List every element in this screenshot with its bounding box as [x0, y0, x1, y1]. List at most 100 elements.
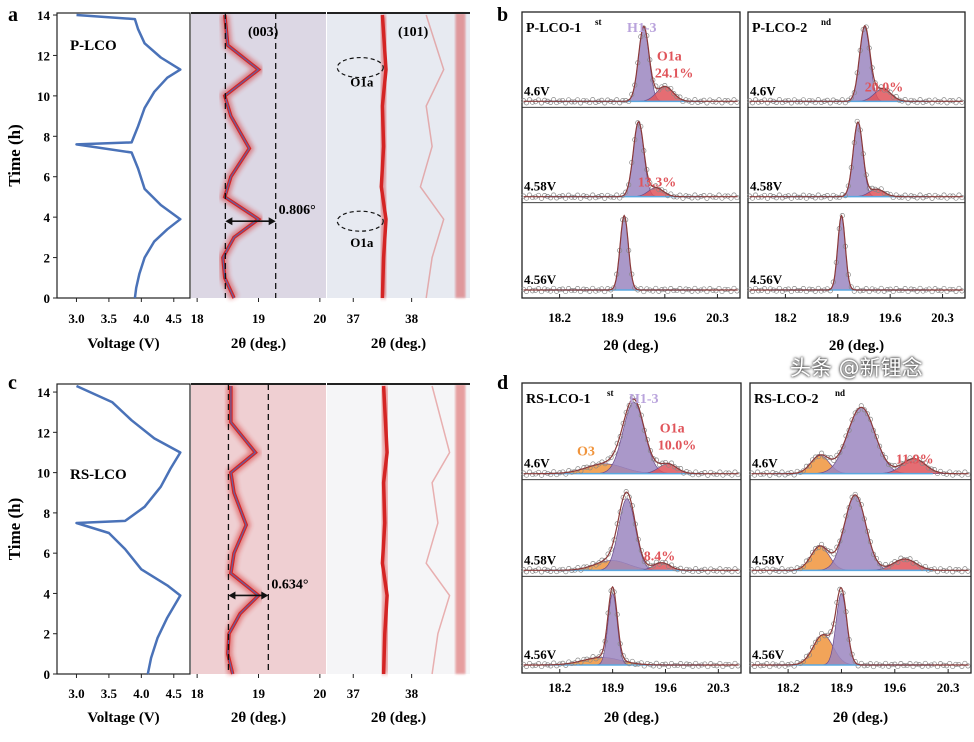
peak-label: (101) [398, 25, 429, 40]
data-point [809, 549, 816, 555]
data-point [818, 288, 824, 294]
data-point [674, 94, 680, 100]
data-point [684, 566, 690, 572]
data-point [907, 556, 913, 562]
sample-label: RS-LCO [70, 467, 127, 483]
y-tick-label: 2 [44, 627, 51, 642]
data-point [902, 192, 908, 198]
data-point [830, 97, 836, 103]
data-point [536, 566, 542, 572]
data-point [920, 288, 926, 294]
data-point [953, 288, 959, 294]
voltage-curve [75, 384, 182, 675]
data-point [656, 87, 662, 93]
data-point [920, 99, 926, 105]
data-point [848, 95, 854, 101]
data-point [542, 286, 548, 292]
data-point [852, 410, 858, 416]
data-point [902, 97, 908, 103]
x-tick-label: 3.0 [68, 686, 84, 701]
data-point [822, 546, 828, 552]
data-point [596, 654, 602, 660]
panel-label: a [8, 4, 18, 26]
data-point [770, 566, 776, 572]
data-point [734, 195, 740, 201]
x-tick-label: 38 [405, 311, 419, 326]
data-point [965, 472, 971, 478]
data-point [848, 284, 854, 290]
x-tick-label: 20.3 [706, 310, 729, 325]
data-point [919, 663, 925, 669]
data-point [535, 192, 542, 198]
y-tick-label: 8 [44, 129, 51, 144]
data-point [702, 566, 708, 572]
data-point [890, 288, 896, 295]
data-point [839, 97, 845, 103]
data-point [708, 661, 714, 667]
x-axis-label: 2θ (deg.) [604, 710, 659, 726]
h13-label: H1-3 [627, 21, 657, 36]
data-point [650, 563, 656, 569]
fit-envelope [749, 214, 963, 291]
data-point [812, 195, 818, 201]
data-point [913, 661, 919, 667]
data-point [959, 99, 965, 105]
data-point [696, 663, 702, 669]
y-tick-label: 6 [44, 546, 51, 561]
data-point [611, 450, 617, 456]
y-tick-label: 4 [44, 210, 51, 225]
x-tick-label: 18.9 [601, 310, 624, 325]
data-point [596, 560, 602, 566]
y-tick-label: 2 [44, 251, 51, 266]
data-point [729, 569, 735, 575]
data-point [708, 469, 714, 475]
data-point [818, 99, 824, 105]
data-point [881, 288, 887, 294]
data-point [716, 97, 722, 103]
x-axis-label: 2θ (deg.) [603, 338, 658, 354]
data-point [824, 193, 830, 199]
data-point [937, 566, 944, 572]
heatmap-xrd_101 [327, 13, 470, 298]
data-point [755, 99, 762, 105]
data-point [755, 566, 761, 572]
heatmap-xrd_003 [191, 13, 326, 298]
data-point [779, 566, 785, 572]
data-point [702, 661, 708, 667]
data-point [932, 286, 938, 292]
data-point [566, 659, 572, 665]
x-tick-label: 20.3 [707, 680, 730, 695]
data-point [908, 193, 914, 199]
voltage-label: 4.6V [750, 83, 776, 98]
y-tick-label: 0 [44, 667, 51, 682]
data-point [914, 288, 920, 294]
data-point [529, 288, 536, 294]
fitted-peak-h13 [597, 498, 657, 571]
data-point [931, 661, 937, 667]
data-point [812, 288, 818, 294]
data-point [702, 470, 708, 476]
fit-envelope [751, 406, 969, 475]
data-point [722, 98, 728, 104]
voltage-plot-frame [56, 383, 191, 675]
data-point [934, 664, 941, 670]
data-point [932, 97, 938, 103]
x-tick-label: 3.5 [101, 686, 118, 701]
data-point [701, 97, 707, 103]
data-point [656, 663, 662, 669]
data-point [875, 288, 881, 294]
data-point [887, 89, 893, 95]
o1a-ellipse [336, 56, 384, 79]
subplot-title: RS-LCO-1 [526, 392, 591, 407]
data-point [914, 195, 920, 201]
data-point [614, 97, 620, 103]
data-point [852, 659, 858, 665]
data-point [782, 569, 788, 575]
data-point [837, 449, 843, 455]
subplot-frame [521, 11, 741, 299]
x-axis-label: Voltage (V) [87, 336, 159, 352]
data-point [548, 195, 554, 201]
data-point [728, 100, 734, 106]
data-point [861, 663, 867, 669]
data-point [656, 288, 662, 294]
